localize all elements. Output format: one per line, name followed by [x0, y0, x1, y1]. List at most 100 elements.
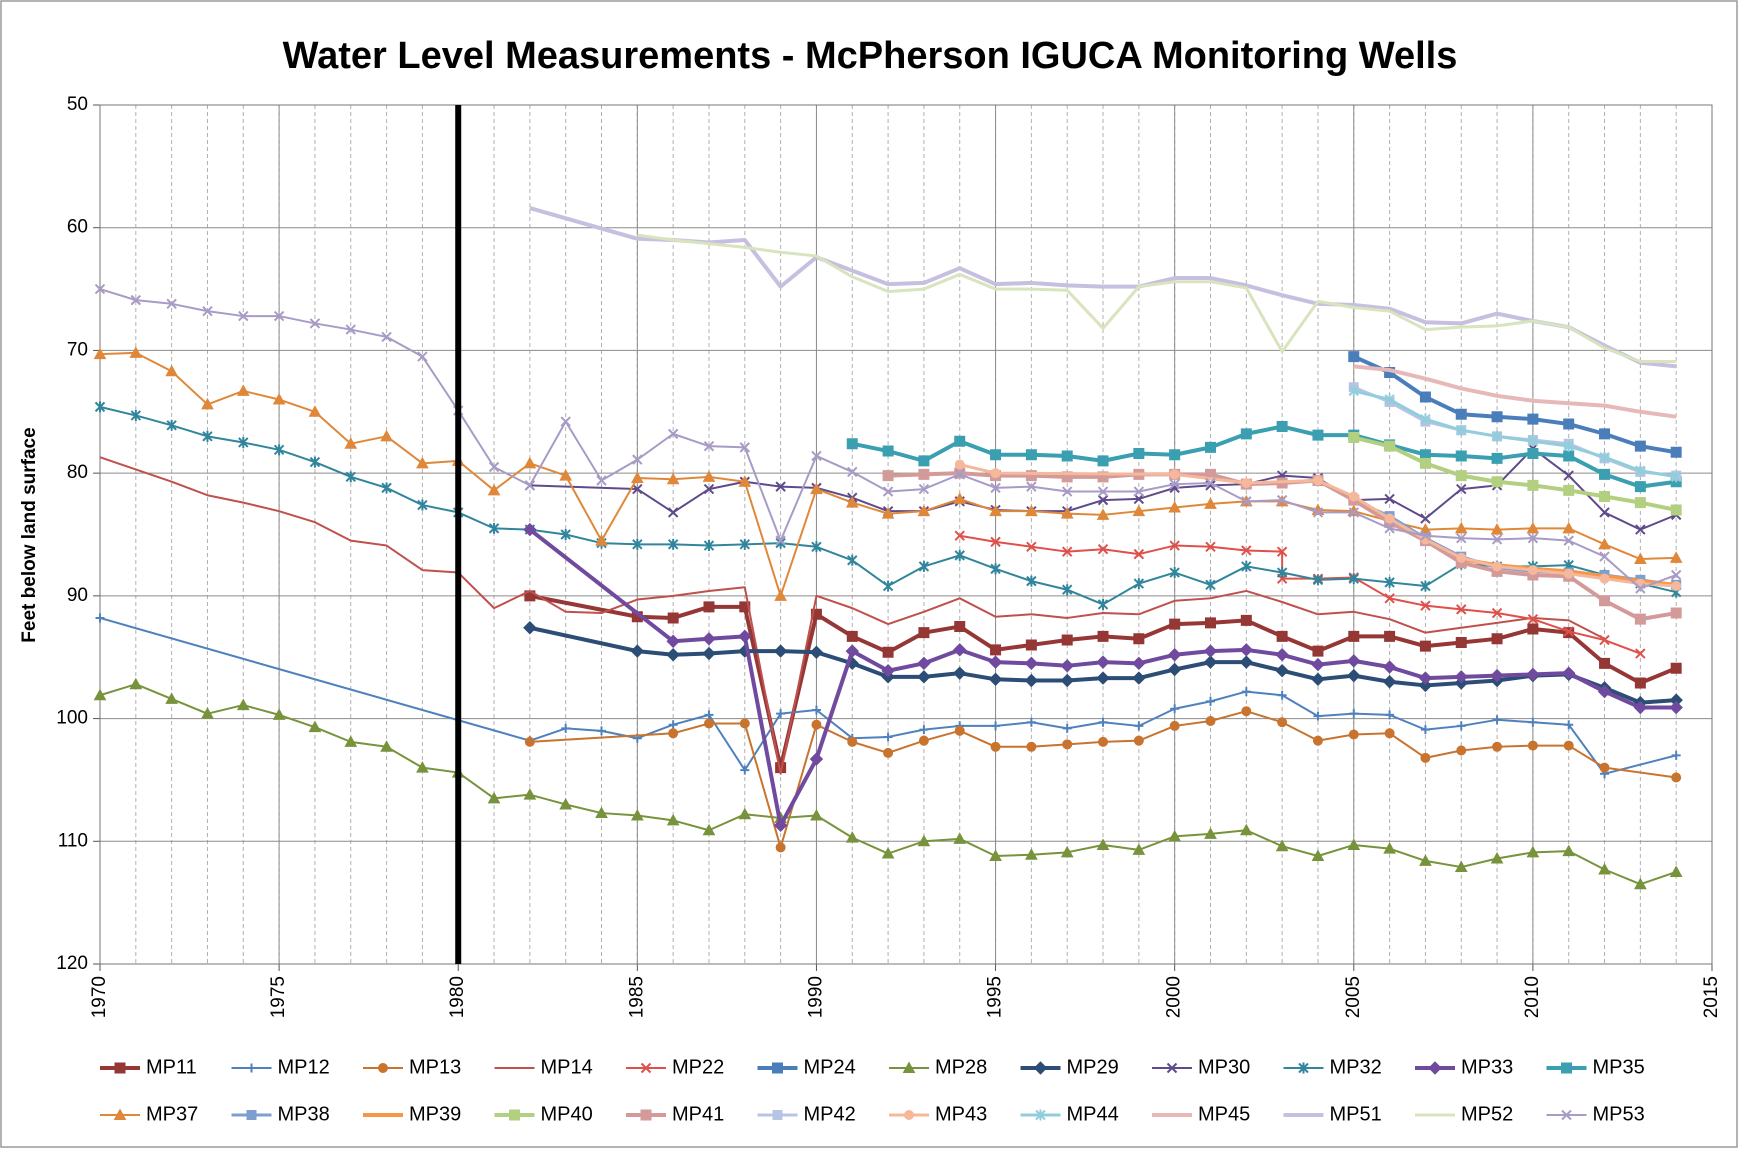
data-point: [1563, 470, 1574, 481]
data-point: [846, 630, 858, 642]
data-point: [1239, 655, 1254, 669]
data-point: [202, 430, 213, 442]
data-point: [1599, 468, 1611, 480]
legend-item: MP32: [1283, 1056, 1382, 1078]
data-point: [1490, 668, 1504, 683]
series: [1348, 432, 1682, 516]
data-point: [1097, 486, 1109, 497]
data-point: [595, 534, 608, 546]
data-point: [1241, 545, 1252, 556]
data-point: [1598, 537, 1611, 550]
data-point: [93, 347, 107, 360]
data-point: [1026, 717, 1036, 727]
data-point: [917, 504, 931, 517]
data-point: [1097, 598, 1109, 610]
data-point: [1204, 827, 1217, 839]
legend-item: MP29: [1020, 1056, 1119, 1078]
data-point: [1098, 736, 1109, 747]
data-point: [632, 483, 643, 495]
data-point: [1563, 440, 1574, 452]
data-point: [1455, 470, 1467, 482]
data-point: [1311, 657, 1325, 672]
data-point: [1670, 607, 1682, 619]
data-point: [1418, 671, 1433, 685]
data-point: [1562, 844, 1576, 857]
y-tick-label: 80: [67, 462, 88, 483]
data-point: [846, 438, 858, 450]
data-point: [1382, 675, 1397, 689]
legend-item: MP42: [757, 1103, 856, 1125]
data-point: [1169, 449, 1181, 461]
data-point: [990, 563, 1001, 575]
y-tick-label: 100: [56, 708, 88, 729]
data-point: [666, 813, 680, 826]
data-point: [129, 677, 143, 690]
legend-item: MP30: [1152, 1056, 1250, 1078]
data-point: [1563, 450, 1575, 462]
data-point: [953, 643, 967, 657]
data-point: [1456, 532, 1467, 544]
data-point: [596, 475, 607, 486]
data-point: [1419, 640, 1431, 652]
x-tick-label: 1970: [89, 976, 110, 1018]
data-point: [1169, 567, 1180, 579]
data-point: [1491, 534, 1503, 545]
data-point: [1635, 648, 1646, 659]
data-point: [1670, 569, 1682, 581]
data-point: [1563, 626, 1574, 637]
data-point: [1312, 507, 1324, 518]
x-tick-label: 2000: [1164, 976, 1185, 1018]
data-point: [1634, 497, 1646, 509]
series: [524, 706, 1682, 853]
data-point: [882, 646, 894, 658]
data-point: [702, 632, 716, 646]
data-point: [1383, 842, 1396, 854]
data-point: [988, 655, 1003, 669]
series: [954, 459, 1682, 592]
legend: MP11 MP12 MP13 MP14 MP22 MP24 MP28 MP29 MP30 MP32…: [100, 1056, 1645, 1125]
data-point: [416, 761, 429, 773]
data-point: [1061, 584, 1073, 596]
data-point: [1026, 481, 1037, 492]
data-point: [738, 629, 752, 644]
data-point: [1167, 648, 1182, 662]
data-point: [130, 409, 142, 421]
data-point: [990, 536, 1001, 548]
data-point: [668, 720, 678, 730]
data-point: [166, 419, 177, 431]
data-point: [1132, 656, 1146, 671]
data-point: [917, 656, 931, 671]
data-point: [1384, 728, 1395, 739]
data-point: [739, 718, 750, 729]
data-point: [1205, 579, 1216, 591]
data-point: [1205, 716, 1216, 727]
data-point: [1671, 581, 1682, 592]
data-point: [702, 646, 716, 661]
data-point: [667, 428, 679, 440]
data-point: [918, 468, 930, 480]
data-point: [1456, 604, 1467, 615]
data-point: [1634, 440, 1646, 452]
data-point: [1204, 497, 1217, 509]
data-point: [1527, 413, 1539, 425]
data-point: [703, 601, 715, 613]
data-point: [1133, 486, 1145, 497]
data-point: [523, 456, 537, 469]
data-point: [919, 725, 929, 735]
data-point: [1599, 551, 1610, 562]
data-point: [1026, 541, 1037, 552]
data-point: [1275, 839, 1289, 852]
data-point: [845, 831, 859, 843]
data-point: [381, 331, 392, 343]
y-tick-label: 120: [56, 953, 88, 974]
data-point: [1456, 745, 1467, 756]
data-point: [273, 310, 285, 322]
data-point: [523, 522, 537, 537]
legend-label: MP24: [804, 1056, 856, 1078]
legend-label: MP44: [1067, 1103, 1119, 1125]
data-point: [1492, 715, 1502, 725]
data-point: [1097, 455, 1109, 467]
legend-label: MP12: [278, 1056, 330, 1078]
data-point: [1241, 687, 1251, 697]
series: [523, 522, 1683, 833]
